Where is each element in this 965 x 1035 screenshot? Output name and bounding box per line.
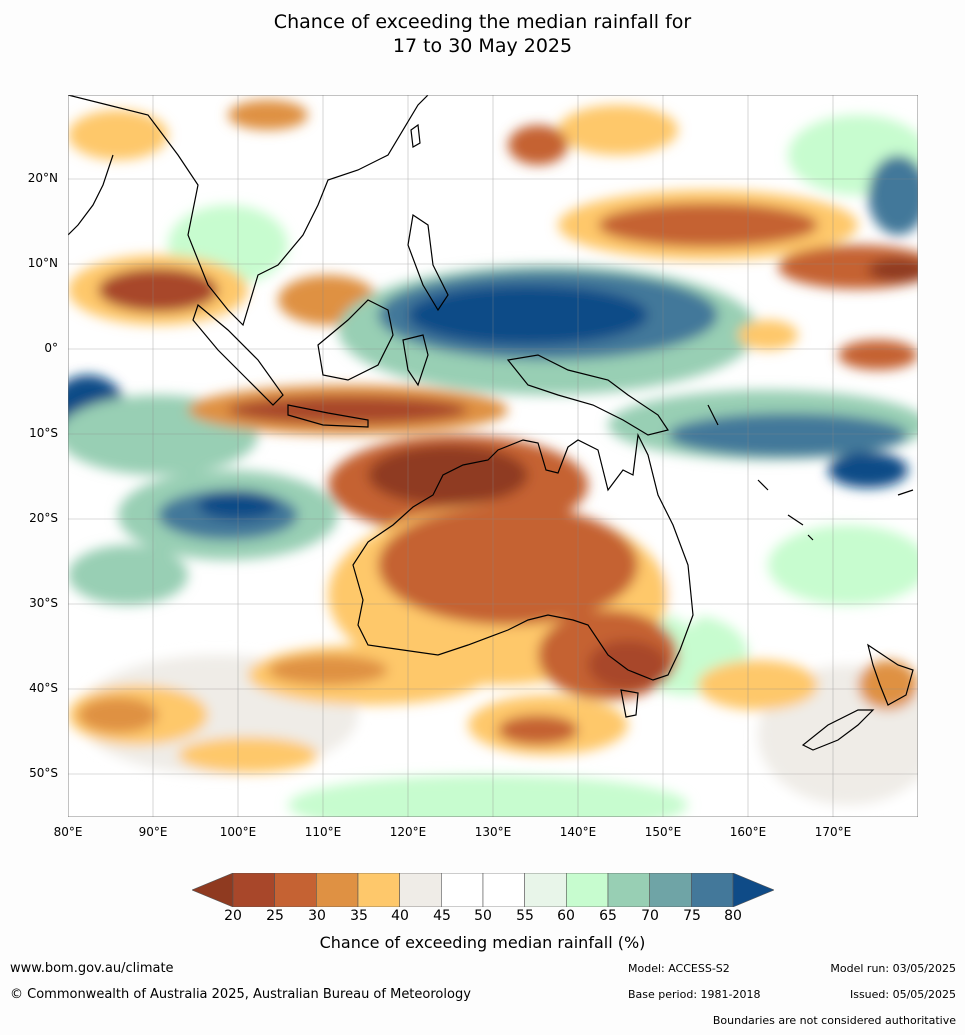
taiwan-coast: [410, 123, 421, 148]
new-zealand-north: [867, 643, 914, 706]
lon-label-120e: 120°E: [389, 825, 427, 839]
lon-label-170e: 170°E: [814, 825, 852, 839]
map-title-line2: 17 to 30 May 2025: [392, 35, 573, 57]
lon-label-150e: 150°E: [644, 825, 682, 839]
colorbar-arrow-high: [732, 873, 774, 907]
colorbar-cell: [274, 873, 317, 907]
tasmania-coast: [620, 689, 639, 718]
pacific-islands: [707, 404, 914, 541]
colorbar-cell: [691, 873, 734, 907]
colorbar-title: Chance of exceeding median rainfall (%): [319, 933, 646, 952]
asia-coast: [68, 95, 429, 327]
lat-label-10s: 10°S: [29, 426, 58, 440]
new-zealand-south: [801, 709, 875, 751]
colorbar-tick-35: 35: [350, 908, 368, 924]
india-coast: [68, 154, 114, 236]
colorbar-cell: [524, 873, 567, 907]
java-coast: [287, 404, 369, 428]
lon-label-100e: 100°E: [219, 825, 257, 839]
colorbar-tick-50: 50: [474, 908, 492, 924]
philippines-coast: [407, 213, 449, 312]
colorbar-tick-70: 70: [641, 908, 659, 924]
boundaries-note: Boundaries are not considered authoritat…: [712, 1014, 956, 1027]
colorbar-tick-45: 45: [433, 908, 451, 924]
lon-label-140e: 140°E: [559, 825, 597, 839]
colorbar-tick-40: 40: [391, 908, 409, 924]
colorbar-cell: [441, 873, 484, 907]
website-link[interactable]: www.bom.gov.au/climate: [10, 961, 174, 976]
map-title: Chance of exceeding the median rainfall …: [0, 10, 965, 58]
colorbar-cell: [232, 873, 275, 907]
lon-label-130e: 130°E: [474, 825, 512, 839]
lat-label-equator: 0°: [44, 341, 58, 355]
colorbar-cell: [316, 873, 359, 907]
lat-label-50s: 50°S: [29, 766, 58, 780]
map-title-line1: Chance of exceeding the median rainfall …: [273, 11, 692, 33]
lon-label-80e: 80°E: [53, 825, 83, 839]
base-period-text: Base period: 1981-2018: [628, 988, 761, 1001]
model-text: Model: ACCESS-S2: [628, 962, 730, 975]
colorbar-tick-30: 30: [308, 908, 326, 924]
colorbar: [192, 873, 774, 907]
sumatra-coast: [192, 303, 284, 406]
colorbar-tick-80: 80: [724, 908, 742, 924]
borneo-coast: [317, 299, 394, 381]
colorbar-cell: [566, 873, 609, 907]
colorbar-cell: [482, 873, 525, 907]
colorbar-tick-75: 75: [683, 908, 701, 924]
colorbar-arrow-low: [192, 873, 234, 907]
lon-label-90e: 90°E: [138, 825, 168, 839]
lon-label-110e: 110°E: [304, 825, 342, 839]
colorbar-cell: [607, 873, 650, 907]
graticule: [68, 95, 918, 817]
lat-label-20n: 20°N: [27, 171, 58, 185]
colorbar-cell: [649, 873, 692, 907]
lat-label-10n: 10°N: [27, 256, 58, 270]
sulawesi-coast: [402, 334, 429, 387]
rainfall-map: [68, 95, 918, 817]
colorbar-tick-25: 25: [266, 908, 284, 924]
lat-label-30s: 30°S: [29, 596, 58, 610]
lat-label-40s: 40°S: [29, 681, 58, 695]
copyright-text: © Commonwealth of Australia 2025, Austra…: [10, 987, 471, 1002]
colorbar-cell: [357, 873, 400, 907]
australia-coast: [352, 432, 694, 681]
colorbar-tick-20: 20: [224, 908, 242, 924]
lon-label-160e: 160°E: [729, 825, 767, 839]
colorbar-tick-65: 65: [599, 908, 617, 924]
colorbar-tick-55: 55: [516, 908, 534, 924]
coastlines: [68, 95, 914, 751]
colorbar-tick-60: 60: [557, 908, 575, 924]
issued-text: Issued: 05/05/2025: [849, 988, 956, 1001]
lat-label-20s: 20°S: [29, 511, 58, 525]
model-run-text: Model run: 03/05/2025: [830, 962, 956, 975]
new-guinea-coast: [506, 354, 669, 436]
colorbar-cell: [399, 873, 442, 907]
